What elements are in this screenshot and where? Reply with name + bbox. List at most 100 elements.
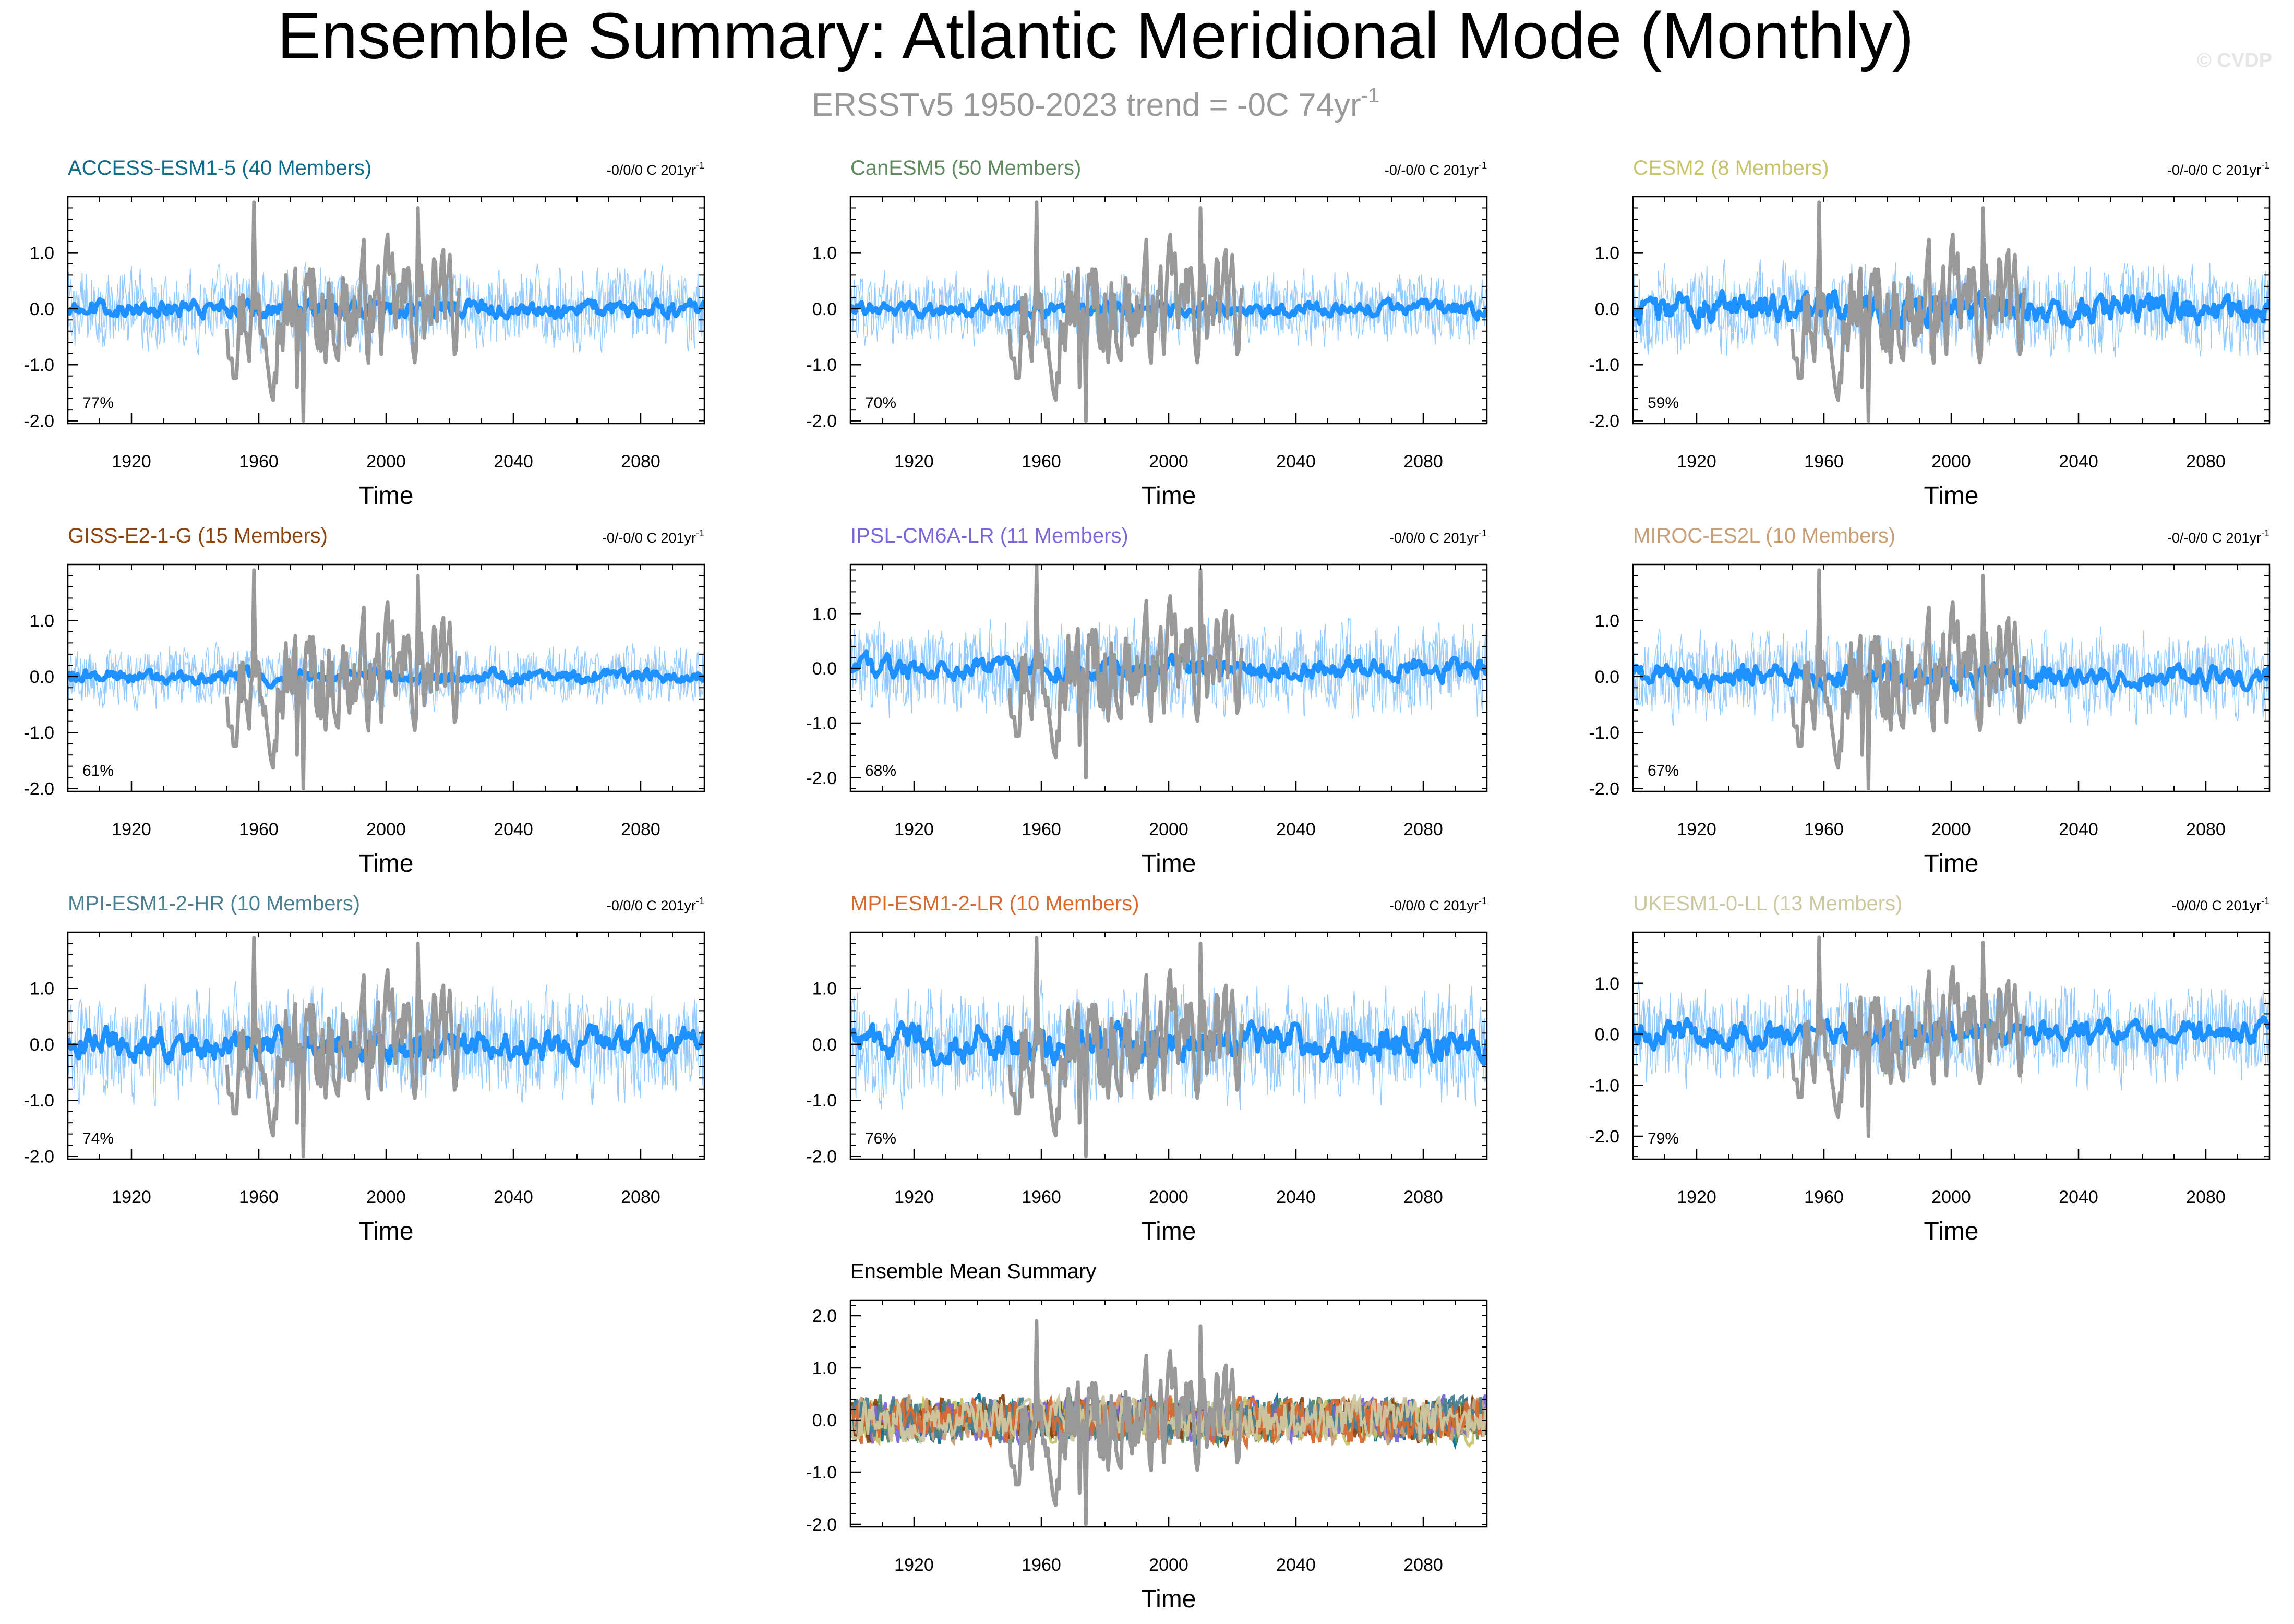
observations-line <box>1007 1319 1244 1526</box>
x-tick-label: 2040 <box>2059 452 2098 472</box>
panel-title: CanESM5 (50 Members) <box>850 157 1081 179</box>
panel-title: MPI-ESM1-2-HR (10 Members) <box>68 892 360 915</box>
x-tick-label: 2080 <box>2186 452 2226 472</box>
ensemble-spread-line-2 <box>1633 995 2269 1075</box>
y-tick-label: 1.0 <box>1595 243 1619 263</box>
panel-miroc-es2l: 1920 1960 2000 2040 2080 1.0 0.0 -1.0 -2.0 Time MI… <box>1589 524 2271 877</box>
x-tick-label: 1920 <box>1677 452 1716 472</box>
x-tick-label: 2080 <box>1403 1555 1443 1575</box>
x-axis-label: Time <box>1142 850 1196 877</box>
panel-title: Ensemble Mean Summary <box>850 1260 1096 1283</box>
x-tick-label: 2080 <box>1403 452 1443 472</box>
y-tick-label: 1.0 <box>30 611 54 631</box>
ensemble-mean-line <box>1633 288 2269 330</box>
trend-label: -0/0/0 C 201yr-1 <box>1389 896 1487 913</box>
percent-label: 68% <box>865 762 896 779</box>
y-tick-label: 0.0 <box>812 299 837 319</box>
trend-text: -0/-0/0 C 201yr <box>2167 530 2261 546</box>
x-tick-label: 2040 <box>494 452 533 472</box>
plot-area <box>68 568 704 791</box>
y-tick-label: -1.0 <box>806 714 837 733</box>
x-tick-label: 1960 <box>1804 1187 1844 1207</box>
ensemble-mean-line <box>68 296 704 321</box>
y-tick-label: -2.0 <box>806 768 837 788</box>
y-tick-label: 1.0 <box>30 979 54 999</box>
panel-title: MPI-ESM1-2-LR (10 Members) <box>850 892 1139 915</box>
x-tick-label: 1920 <box>894 452 934 472</box>
ensemble-mean-line <box>68 664 704 690</box>
ensemble-mean-line <box>850 1019 1487 1067</box>
ensemble-mean-line-ukesm1-0-ll <box>850 1392 1487 1445</box>
x-tick-label: 2000 <box>1149 1187 1188 1207</box>
x-tick-label: 1960 <box>239 452 279 472</box>
x-axis-label: Time <box>359 482 414 510</box>
trend-superscript: -1 <box>2261 160 2269 171</box>
y-tick-label: 0.0 <box>1595 667 1619 687</box>
trend-text: -0/-0/0 C 201yr <box>1385 162 1479 178</box>
x-tick-label: 1960 <box>1804 820 1844 839</box>
y-tick-label: -2.0 <box>23 412 54 431</box>
x-tick-label: 2080 <box>621 820 660 839</box>
y-tick-label: 1.0 <box>812 1358 837 1378</box>
panel-title: GISS-E2-1-G (15 Members) <box>68 524 328 547</box>
y-tick-label: 1.0 <box>812 979 837 999</box>
y-tick-label: -1.0 <box>23 1091 54 1111</box>
percent-label: 77% <box>82 394 114 412</box>
y-tick-label: -1.0 <box>1589 723 1619 743</box>
x-tick-label: 1920 <box>894 1555 934 1575</box>
figure-title: Ensemble Summary: Atlantic Meridional Mo… <box>277 0 1914 73</box>
x-tick-label: 1960 <box>239 1187 279 1207</box>
x-tick-label: 1920 <box>112 452 151 472</box>
ensemble-mean-line <box>68 1021 704 1068</box>
y-tick-label: 0.0 <box>812 1035 837 1055</box>
x-tick-label: 1960 <box>1022 820 1061 839</box>
x-tick-label: 1960 <box>1022 1555 1061 1575</box>
trend-text: -0/0/0 C 201yr <box>2172 898 2261 913</box>
y-tick-label: 0.0 <box>1595 299 1619 319</box>
trend-label: -0/0/0 C 201yr-1 <box>607 896 704 913</box>
panel-title: UKESM1-0-LL (13 Members) <box>1633 892 1902 915</box>
observations-line <box>1007 936 1244 1159</box>
trend-label: -0/0/0 C 201yr-1 <box>1389 528 1487 546</box>
figure-subtitle: ERSSTv5 1950-2023 trend = -0C 74yr-1 <box>812 84 1379 123</box>
trend-label: -0/-0/0 C 201yr-1 <box>2167 528 2269 546</box>
x-tick-label: 2080 <box>1403 820 1443 839</box>
observations-line <box>225 200 461 423</box>
trend-text: -0/-0/0 C 201yr <box>602 530 696 546</box>
y-tick-label: 0.0 <box>30 299 54 319</box>
y-tick-label: 0.0 <box>812 1411 837 1430</box>
subtitle-text: ERSSTv5 1950-2023 trend = -0C 74yr <box>812 87 1361 123</box>
x-tick-label: 2000 <box>1149 820 1188 839</box>
ensemble-spread-line <box>1633 981 2269 1091</box>
x-tick-label: 1960 <box>1022 1187 1061 1207</box>
observations-line <box>1790 200 2026 423</box>
y-tick-label: 0.0 <box>30 667 54 687</box>
y-tick-label: -1.0 <box>806 1463 837 1483</box>
x-tick-label: 1960 <box>239 820 279 839</box>
trend-label: -0/-0/0 C 201yr-1 <box>2167 160 2269 178</box>
trend-label: -0/0/0 C 201yr-1 <box>2172 896 2269 913</box>
x-tick-label: 2040 <box>494 820 533 839</box>
percent-label: 76% <box>865 1130 896 1147</box>
y-tick-label: -1.0 <box>806 355 837 375</box>
ensemble-mean-line <box>850 296 1487 322</box>
trend-superscript: -1 <box>1479 528 1487 538</box>
ensemble-spread-line <box>850 980 1487 1111</box>
y-tick-label: 1.0 <box>1595 611 1619 631</box>
x-tick-label: 2000 <box>1149 1555 1188 1575</box>
panel-title: MIROC-ES2L (10 Members) <box>1633 524 1895 547</box>
panel-canesm5: 1920 1960 2000 2040 2080 1.0 0.0 -1.0 -2.0 Time Ca… <box>806 157 1488 510</box>
y-tick-label: -2.0 <box>806 412 837 431</box>
panel-cesm2: 1920 1960 2000 2040 2080 1.0 0.0 -1.0 -2.0 Time CE… <box>1589 157 2271 510</box>
panel-title: IPSL-CM6A-LR (11 Members) <box>850 524 1128 547</box>
observations-line <box>225 568 461 791</box>
y-tick-label: 0.0 <box>30 1035 54 1055</box>
trend-text: -0/0/0 C 201yr <box>607 898 696 913</box>
x-tick-label: 1920 <box>1677 820 1716 839</box>
trend-superscript: -1 <box>1479 896 1487 906</box>
x-tick-label: 2080 <box>2186 1187 2226 1207</box>
trend-text: -0/0/0 C 201yr <box>1389 530 1479 546</box>
y-tick-label: 0.0 <box>812 659 837 679</box>
trend-superscript: -1 <box>2261 528 2269 538</box>
